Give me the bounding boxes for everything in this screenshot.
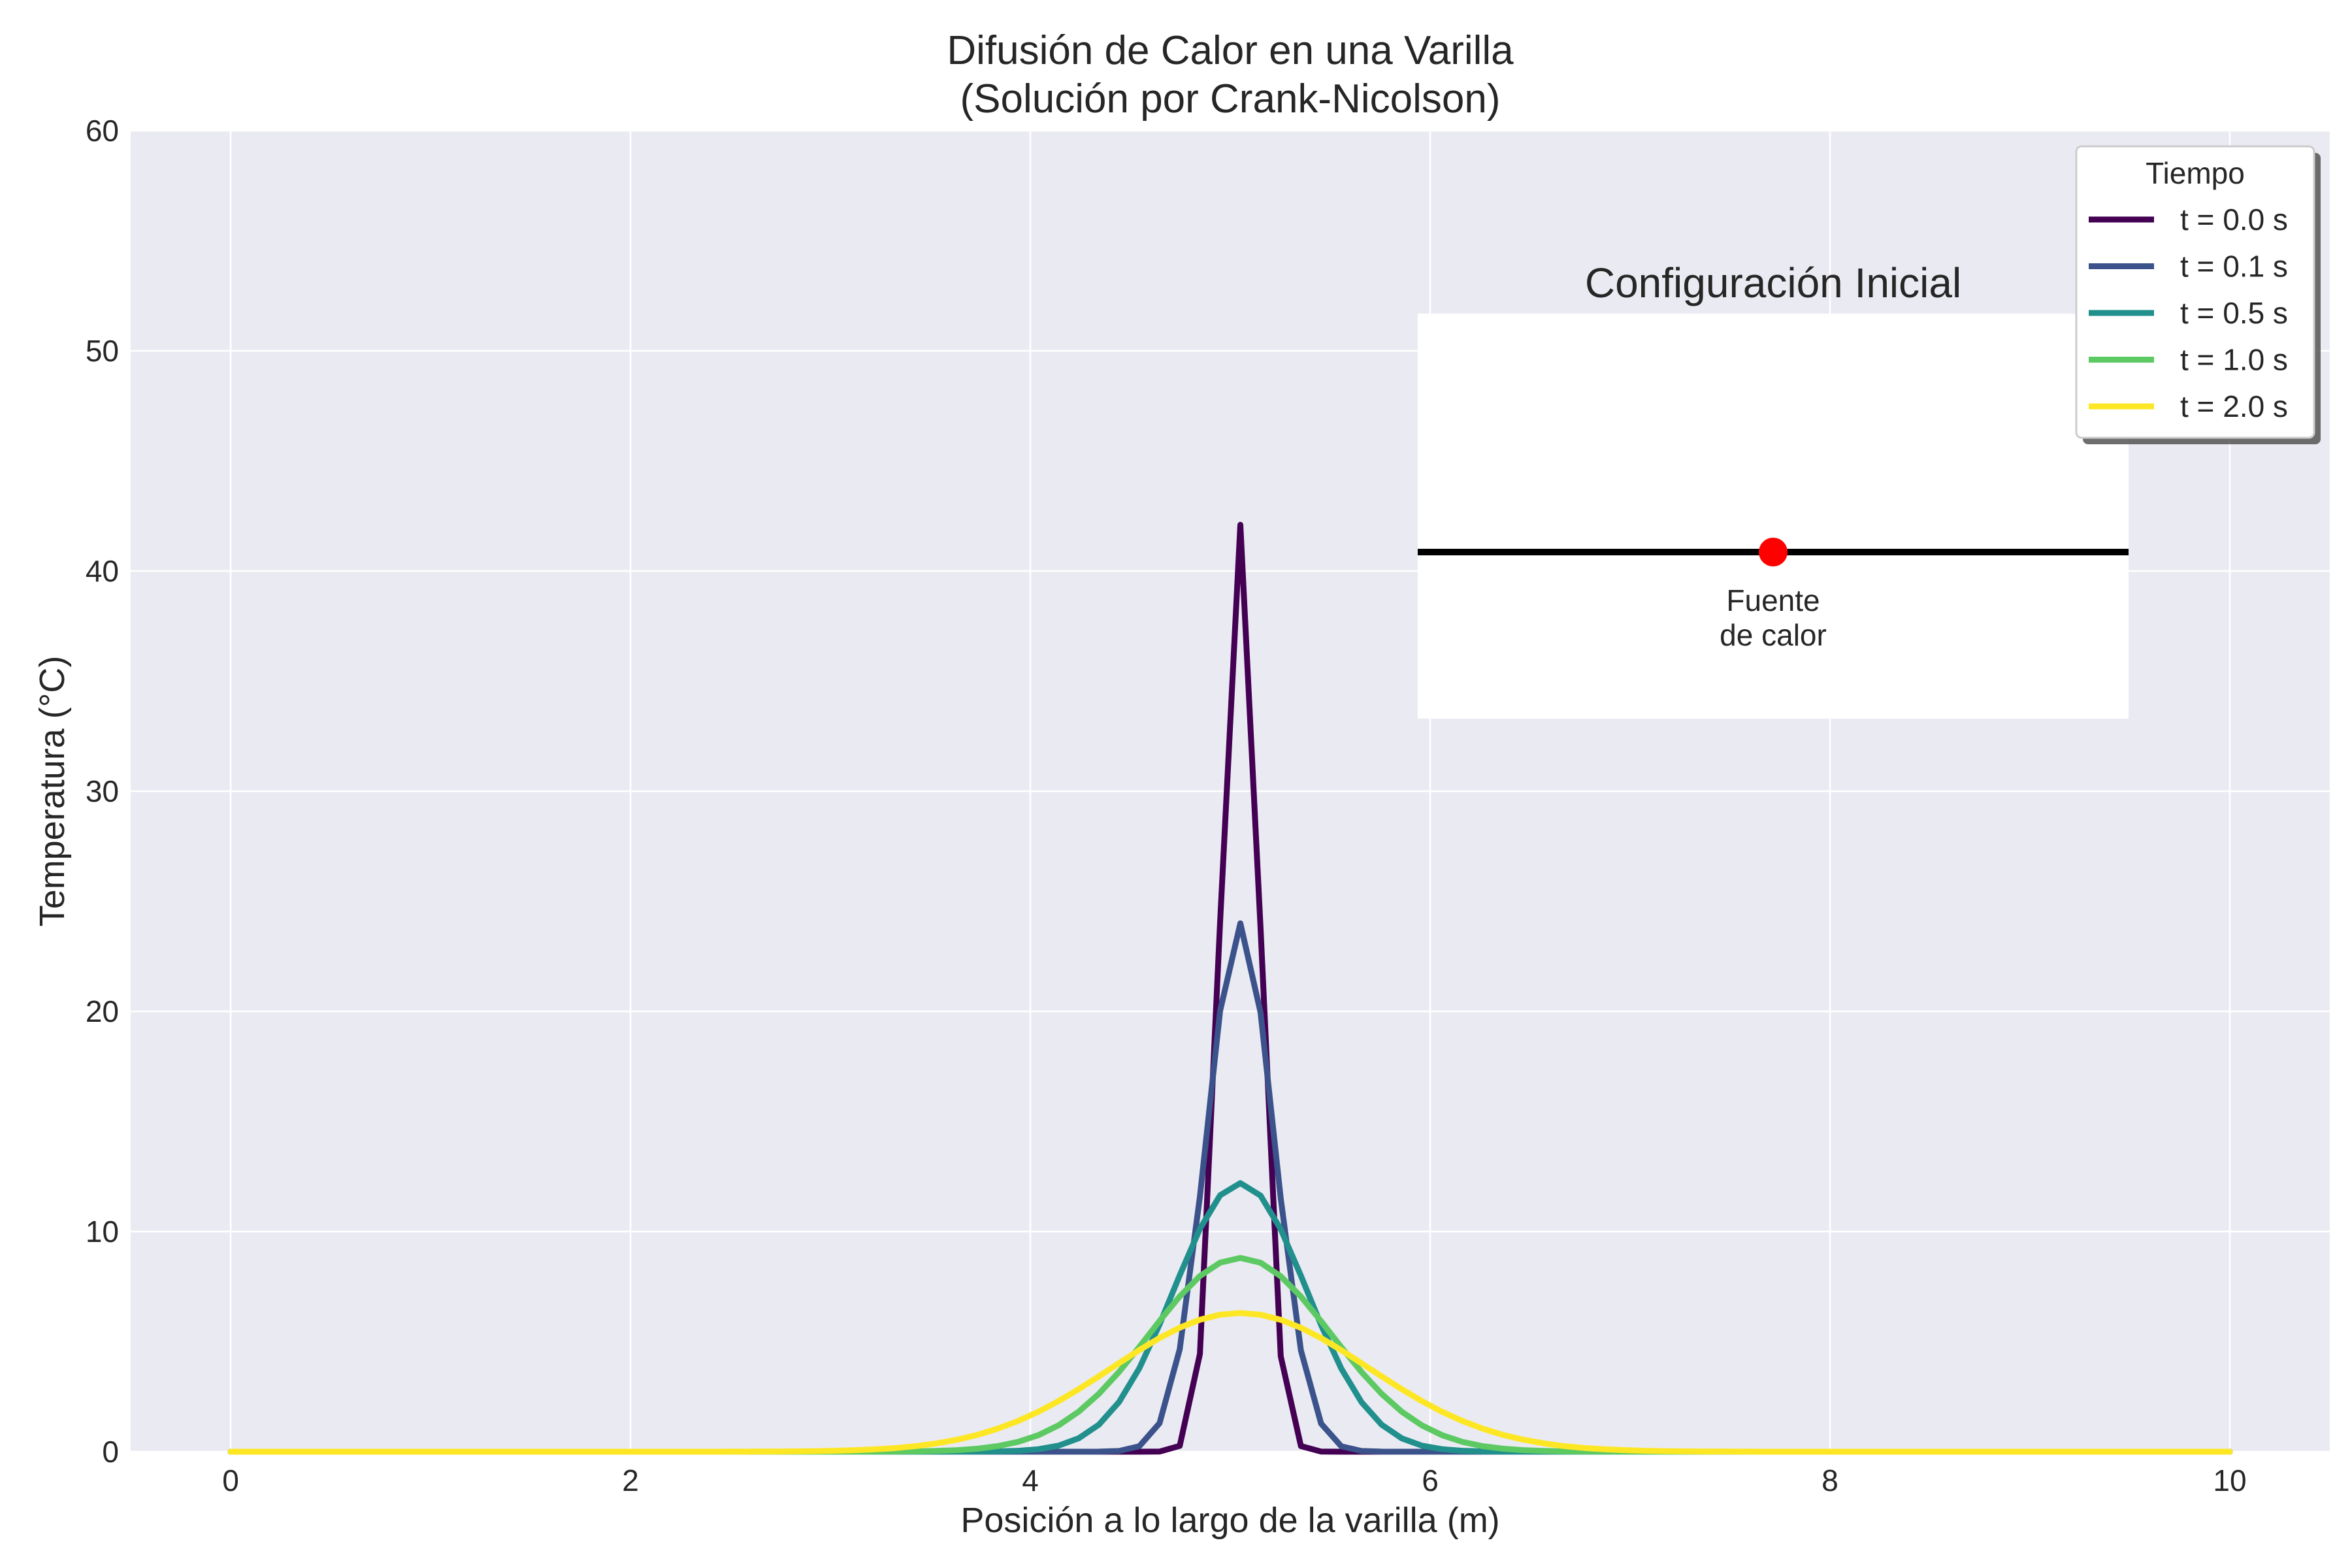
y-tick-label: 60 xyxy=(86,114,119,148)
legend-label: t = 1.0 s xyxy=(2180,343,2288,377)
inset-title: Configuración Inicial xyxy=(1585,259,1961,306)
x-tick-label: 2 xyxy=(622,1463,639,1497)
chart-subtitle: (Solución por Crank-Nicolson) xyxy=(960,76,1501,122)
y-axis-label: Temperatura (°C) xyxy=(33,656,72,927)
legend-items: t = 0.0 s t = 0.1 s t = 0.5 s t = 1.0 s t = … xyxy=(2089,203,2288,423)
inset-background xyxy=(1418,314,2129,719)
x-axis-label: Posición a lo largo de la varilla (m) xyxy=(960,1501,1499,1540)
series-layer xyxy=(227,521,2233,1455)
x-tick-label: 4 xyxy=(1022,1463,1039,1497)
chart-title: Difusión de Calor en una Varilla xyxy=(947,28,1514,73)
legend-label: t = 0.5 s xyxy=(2180,296,2288,330)
heat-source-marker xyxy=(1759,538,1788,566)
y-tick-label: 30 xyxy=(86,774,119,808)
heat-source-label-line2: de calor xyxy=(1720,618,1827,652)
heat-source-label-line1: Fuente xyxy=(1726,583,1820,617)
y-tick-label: 0 xyxy=(102,1435,119,1469)
x-tick-label: 8 xyxy=(1821,1463,1838,1497)
legend-label: t = 0.0 s xyxy=(2180,203,2288,237)
legend-title: Tiempo xyxy=(2146,156,2245,190)
inset-panel: Configuración Inicial Fuente de calor xyxy=(1418,259,2129,719)
y-tick-label: 10 xyxy=(86,1215,119,1249)
y-tick-label: 20 xyxy=(86,994,119,1028)
legend: Tiempo t = 0.0 s t = 0.1 s t = 0.5 s t = 1.… xyxy=(2075,145,2321,444)
legend-label: t = 0.1 s xyxy=(2180,250,2288,284)
y-tick-label: 40 xyxy=(86,554,119,588)
x-ticks: 0 2 4 6 8 10 xyxy=(222,1463,2246,1497)
series-line xyxy=(227,1310,2233,1455)
y-tick-label: 50 xyxy=(86,334,119,368)
x-tick-label: 0 xyxy=(222,1463,239,1497)
x-tick-label: 6 xyxy=(1422,1463,1439,1497)
legend-label: t = 2.0 s xyxy=(2180,389,2288,423)
y-ticks: 0 10 20 30 40 50 60 xyxy=(86,114,119,1469)
x-tick-label: 10 xyxy=(2213,1463,2246,1497)
